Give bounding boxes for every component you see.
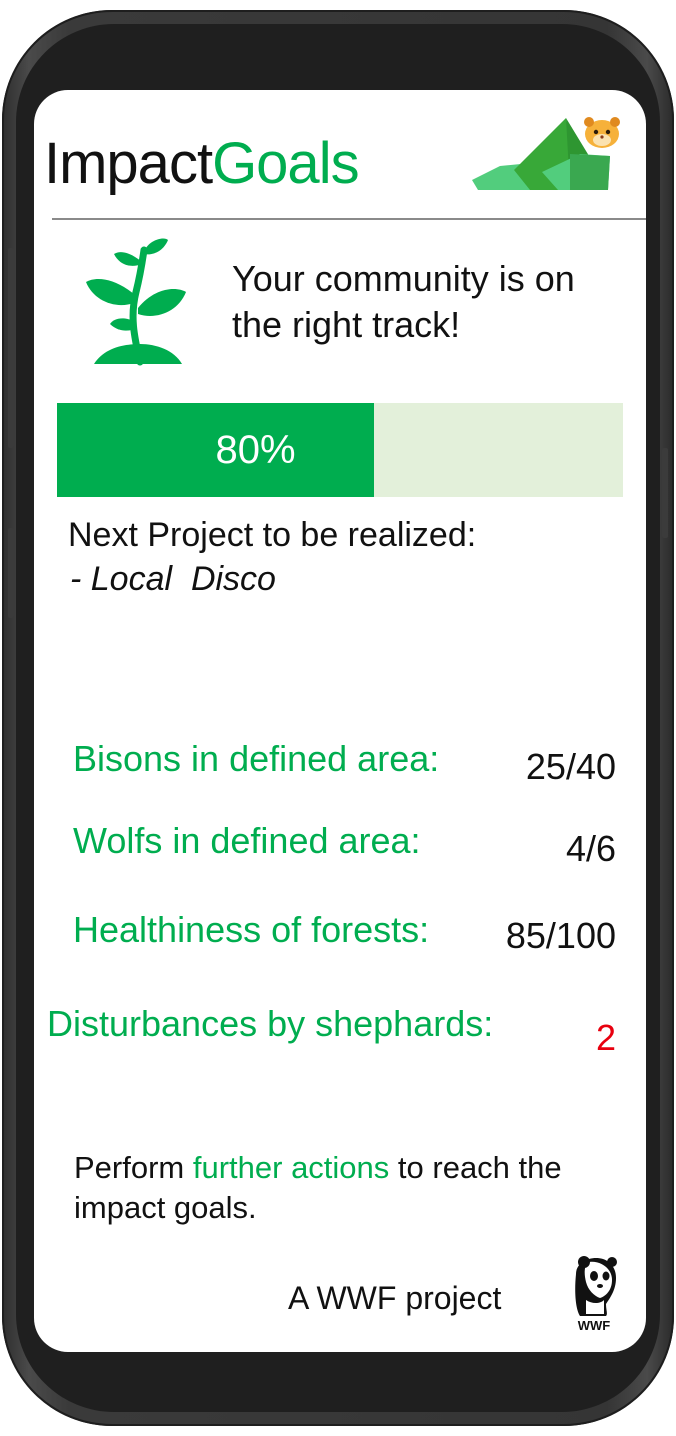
wwf-panda-logo-icon: WWF [575, 1256, 617, 1333]
header-divider [52, 218, 646, 220]
power-button [662, 448, 668, 538]
cta-prefix: Perform [74, 1150, 193, 1185]
footer-text: A WWF project [288, 1280, 502, 1316]
next-project-value: - Local Disco [70, 560, 276, 598]
app-title: ImpactGoals [44, 131, 360, 196]
call-to-action-text: Perform further actions to reach the imp… [74, 1148, 594, 1228]
status-headline: Your community is on the right track! [232, 258, 575, 345]
app-title-part1: Impact [44, 131, 213, 196]
wwf-logo-text: WWF [578, 1318, 611, 1333]
stat-value-bisons: 25/40 [525, 746, 616, 787]
stat-value-forests: 85/100 [505, 915, 616, 956]
stat-value-wolfs: 4/6 [565, 828, 616, 869]
further-actions-link[interactable]: further actions [192, 1150, 390, 1185]
next-project-label: Next Project to be realized: [68, 516, 477, 554]
stat-label-forests: Healthiness of forests: [73, 909, 430, 950]
stat-value-disturbances: 2 [595, 1017, 616, 1058]
stat-label-disturbances: Disturbances by shephards: [47, 1003, 494, 1044]
progress-bar: 80% [57, 403, 623, 497]
progress-fill [57, 403, 375, 497]
app-screen: ImpactGoals Your community is on the rig… [34, 90, 646, 1352]
cta-suffix: to reach the impact goals. [74, 1150, 562, 1225]
app-title-part2: Goals [212, 131, 360, 196]
side-button [8, 528, 14, 618]
hamster-mountain-logo-icon[interactable] [470, 114, 640, 200]
progress-label: 80% [215, 428, 296, 472]
stat-label-bisons: Bisons in defined area: [73, 738, 440, 779]
stat-label-wolfs: Wolfs in defined area: [73, 820, 421, 861]
plant-sprout-icon [86, 238, 186, 366]
volume-button [8, 248, 14, 448]
